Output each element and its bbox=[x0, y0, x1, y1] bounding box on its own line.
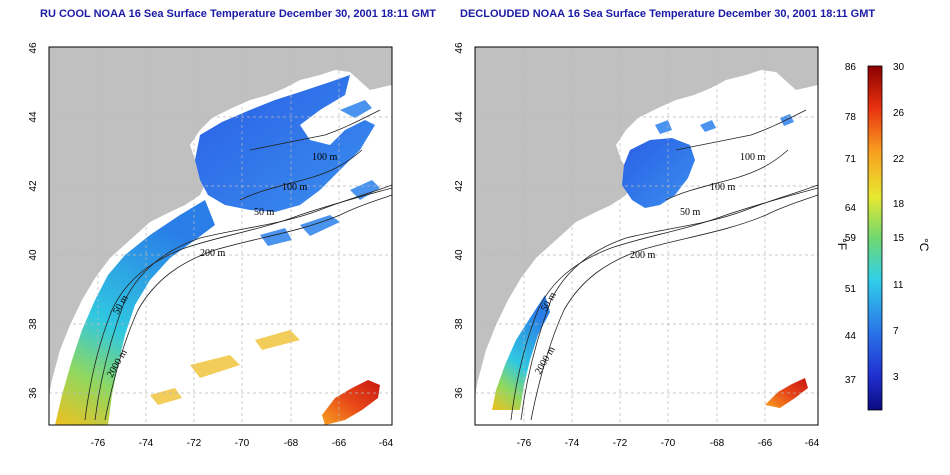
right-contour-label: 100 m bbox=[710, 182, 736, 193]
colorbar-celsius-ticks: 30 26 22 18 15 11 7 3 bbox=[893, 62, 905, 383]
right-contour-label: 100 m bbox=[740, 152, 766, 163]
fahrenheit-tick-label: 71 bbox=[845, 154, 857, 165]
left-shelf-sst bbox=[55, 200, 215, 425]
temperature-colorbar: 86 78 71 64 59 51 44 37 30 26 22 18 15 1… bbox=[835, 62, 931, 411]
celsius-tick-label: 26 bbox=[893, 108, 905, 119]
left-gulf-of-maine-sst bbox=[195, 75, 375, 212]
celsius-tick-label: 3 bbox=[893, 372, 899, 383]
lat-tick-label: 46 bbox=[454, 42, 465, 54]
lon-tick-label: -76 bbox=[91, 438, 106, 449]
right-lon-axis: -76 -74 -72 -70 -68 -66 -64 bbox=[517, 438, 820, 449]
right-gulf-of-maine-sst bbox=[622, 138, 695, 208]
lon-tick-label: -64 bbox=[805, 438, 820, 449]
lat-tick-label: 44 bbox=[454, 111, 465, 123]
left-lat-axis: 46 44 42 40 38 36 bbox=[28, 42, 39, 399]
right-panel-title: DECLOUDED NOAA 16 Sea Surface Temperatur… bbox=[460, 8, 876, 20]
lat-tick-label: 46 bbox=[28, 42, 39, 54]
colorbar-fahrenheit-ticks: 86 78 71 64 59 51 44 37 bbox=[845, 62, 857, 386]
lon-tick-label: -72 bbox=[613, 438, 628, 449]
celsius-tick-label: 30 bbox=[893, 62, 905, 73]
lon-tick-label: -68 bbox=[710, 438, 725, 449]
lon-tick-label: -70 bbox=[661, 438, 676, 449]
lat-tick-label: 44 bbox=[28, 111, 39, 123]
lat-tick-label: 42 bbox=[454, 180, 465, 192]
lon-tick-label: -68 bbox=[284, 438, 299, 449]
right-land bbox=[475, 47, 818, 395]
lat-tick-label: 36 bbox=[28, 387, 39, 399]
left-contour-label: 50 m bbox=[254, 207, 275, 218]
celsius-tick-label: 18 bbox=[893, 199, 905, 210]
lon-tick-label: -70 bbox=[235, 438, 250, 449]
lat-tick-label: 36 bbox=[454, 387, 465, 399]
lat-tick-label: 40 bbox=[454, 249, 465, 261]
celsius-tick-label: 22 bbox=[893, 154, 905, 165]
fahrenheit-tick-label: 86 bbox=[845, 62, 857, 73]
fahrenheit-tick-label: 78 bbox=[845, 112, 857, 123]
lat-tick-label: 40 bbox=[28, 249, 39, 261]
right-frame bbox=[474, 46, 819, 426]
right-contour-label: 50 m bbox=[680, 207, 701, 218]
fahrenheit-tick-label: 44 bbox=[845, 331, 857, 342]
right-contour-label: 200 m bbox=[630, 250, 656, 261]
fahrenheit-unit-label: °F bbox=[835, 238, 849, 250]
lat-tick-label: 38 bbox=[28, 318, 39, 330]
left-lon-axis: -76 -74 -72 -70 -68 -66 -64 bbox=[91, 438, 394, 449]
lon-tick-label: -64 bbox=[379, 438, 394, 449]
left-land bbox=[49, 47, 392, 395]
left-frame bbox=[48, 46, 393, 426]
celsius-tick-label: 7 bbox=[893, 326, 899, 337]
lon-tick-label: -76 bbox=[517, 438, 532, 449]
lon-tick-label: -66 bbox=[758, 438, 773, 449]
celsius-unit-label: °C bbox=[917, 238, 931, 252]
left-warm-patches bbox=[150, 330, 300, 405]
lat-tick-label: 38 bbox=[454, 318, 465, 330]
colorbar-gradient bbox=[867, 65, 883, 411]
left-contour-label: 100 m bbox=[282, 182, 308, 193]
lon-tick-label: -72 bbox=[187, 438, 202, 449]
left-map-panel: 100 m 100 m 50 m 200 m 50 m 2000 m 46 44… bbox=[28, 42, 394, 449]
fahrenheit-tick-label: 59 bbox=[845, 233, 857, 244]
fahrenheit-tick-label: 37 bbox=[845, 375, 857, 386]
right-warm-eddy bbox=[765, 378, 808, 408]
fahrenheit-tick-label: 51 bbox=[845, 284, 857, 295]
lat-tick-label: 42 bbox=[28, 180, 39, 192]
fahrenheit-tick-label: 64 bbox=[845, 203, 857, 214]
left-grid bbox=[49, 47, 392, 425]
lon-tick-label: -66 bbox=[332, 438, 347, 449]
right-lat-axis: 46 44 42 40 38 36 bbox=[454, 42, 465, 399]
left-contour-label: 100 m bbox=[312, 152, 338, 163]
right-map-panel: 100 m 100 m 50 m 200 m 50 m 2000 m 46 44… bbox=[454, 42, 820, 449]
right-grid bbox=[475, 47, 818, 425]
left-panel-title: RU COOL NOAA 16 Sea Surface Temperature … bbox=[40, 8, 436, 20]
left-warm-eddy bbox=[322, 380, 380, 425]
lon-tick-label: -74 bbox=[139, 438, 154, 449]
lon-tick-label: -74 bbox=[565, 438, 580, 449]
celsius-tick-label: 15 bbox=[893, 233, 905, 244]
left-contour-label: 200 m bbox=[200, 248, 226, 259]
right-bathymetry-contours bbox=[510, 109, 818, 421]
celsius-tick-label: 11 bbox=[893, 280, 904, 291]
left-bathymetry-contours bbox=[84, 109, 392, 421]
